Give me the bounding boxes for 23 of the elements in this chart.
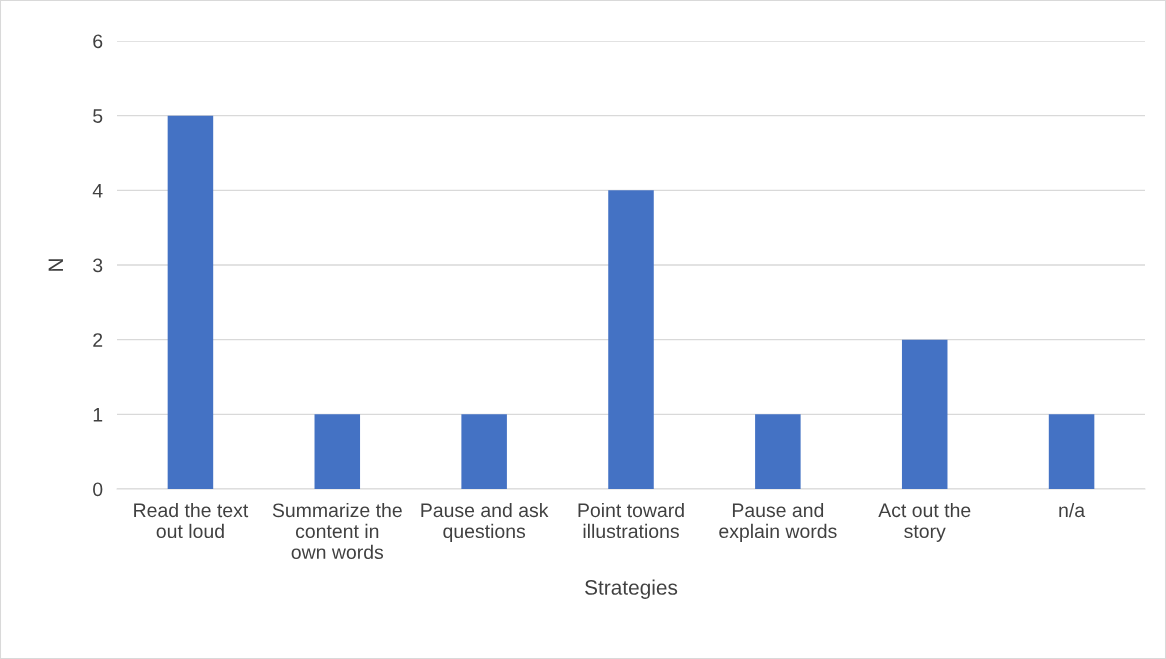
bar — [608, 190, 654, 489]
bar — [461, 414, 507, 489]
bar — [167, 115, 214, 489]
y-tick-label: 6 — [93, 34, 103, 49]
bar — [314, 414, 361, 489]
y-tick-label: 1 — [93, 408, 103, 422]
x-axis-title: Strategies — [585, 579, 678, 599]
y-tick-label: 2 — [93, 333, 103, 347]
x-tick-label: Pause and explain words — [719, 502, 837, 542]
x-tick-label: n/a — [1059, 502, 1086, 518]
x-tick-label: Pause and ask questions — [421, 502, 549, 542]
bar — [901, 339, 948, 489]
bar — [755, 414, 801, 489]
x-tick-label: Summarize the content in own words — [272, 502, 402, 560]
y-axis-title: N — [48, 259, 63, 271]
y-tick-label: 0 — [93, 482, 103, 497]
x-tick-label: Act out the story — [878, 502, 971, 542]
x-tick-label: Read the text out loud — [134, 502, 249, 539]
y-tick-label: 4 — [92, 184, 103, 198]
x-tick-label: Point toward illustrations — [578, 502, 684, 539]
y-tick-label: 5 — [93, 109, 103, 123]
y-tick-label: 3 — [93, 258, 103, 273]
bar — [1048, 414, 1095, 489]
